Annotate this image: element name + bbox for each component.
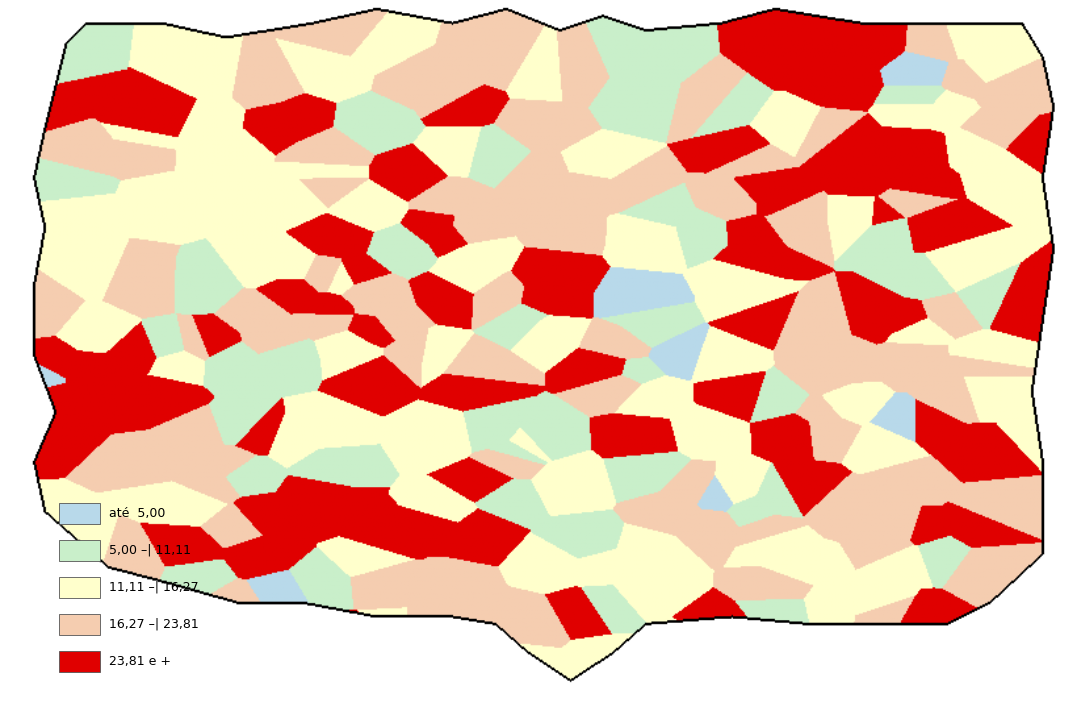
- Text: até  5,00: até 5,00: [109, 507, 165, 520]
- Bar: [59, 503, 100, 524]
- Text: 23,81 e +: 23,81 e +: [109, 655, 171, 668]
- Text: 16,27 –| 23,81: 16,27 –| 23,81: [109, 618, 198, 631]
- Text: 11,11 –| 16,27: 11,11 –| 16,27: [109, 581, 198, 594]
- Bar: [59, 540, 100, 561]
- Text: 5,00 –| 11,11: 5,00 –| 11,11: [109, 544, 191, 557]
- Bar: [59, 651, 100, 672]
- Bar: [59, 577, 100, 598]
- Bar: [59, 614, 100, 635]
